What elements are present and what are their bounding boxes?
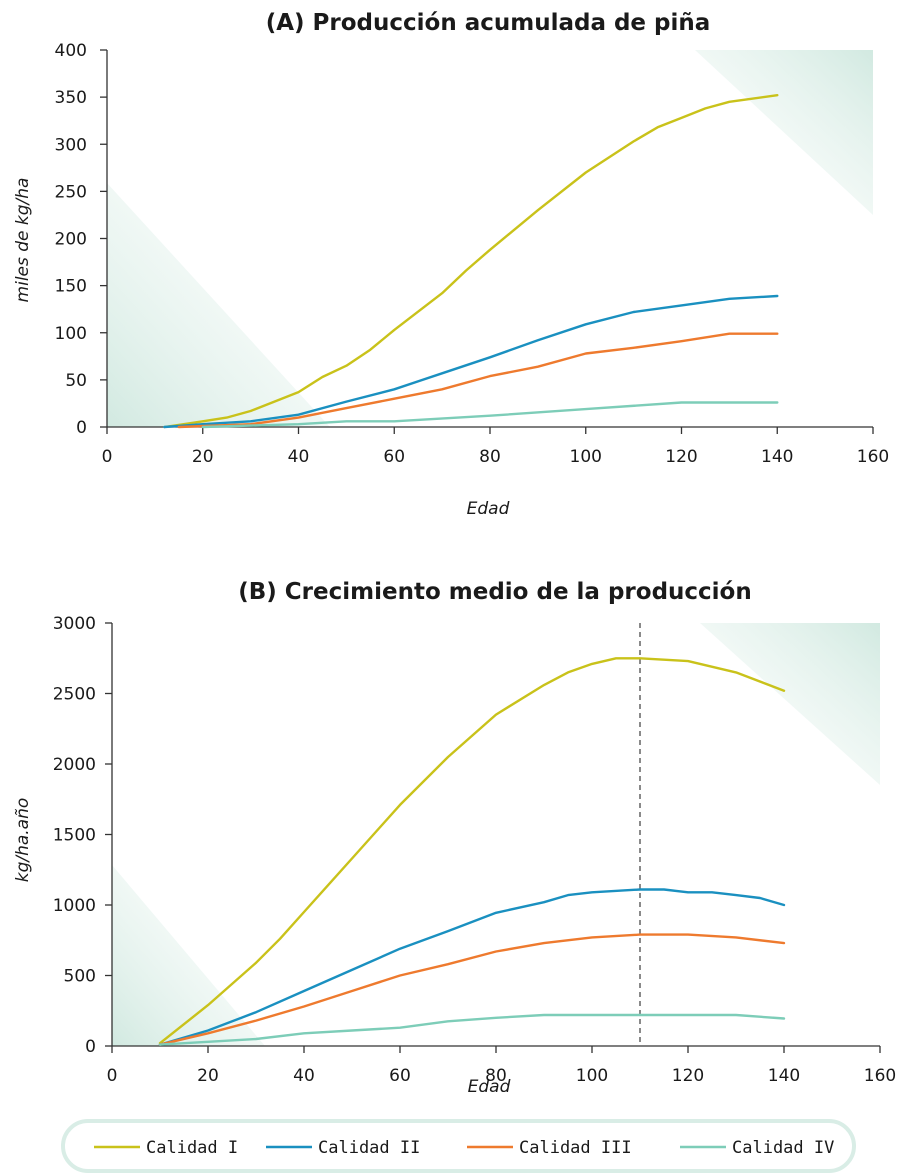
- chart-b: (B) Crecimiento medio de la producción k…: [13, 579, 896, 1097]
- x-tick-label: 40: [288, 447, 310, 467]
- chart-b-title: (B) Crecimiento medio de la producción: [238, 579, 752, 605]
- x-tick-label: 60: [383, 447, 405, 467]
- y-tick-label: 2500: [53, 685, 96, 705]
- chart-a-title: (A) Producción acumulada de piña: [266, 10, 711, 36]
- legend-label: Calidad III: [519, 1138, 632, 1158]
- chart-b-x-axis-label: Edad: [468, 1077, 511, 1097]
- x-tick-label: 160: [857, 447, 889, 467]
- x-tick-label: 40: [293, 1066, 315, 1086]
- decorative-gradient-top-right: [700, 623, 880, 785]
- chart-a-series: [163, 93, 779, 429]
- x-tick-label: 60: [389, 1066, 411, 1086]
- chart-b-axes: 0 500 1000 1500 2000 2500 3000 0 20 40 60 80 100 120 1…: [53, 614, 896, 1086]
- legend-items: Calidad I Calidad II Calidad III Calidad IV: [94, 1138, 834, 1158]
- y-tick-label: 350: [55, 88, 87, 108]
- x-tick-label: 80: [485, 1066, 507, 1086]
- x-tick-label: 120: [665, 447, 697, 467]
- y-tick-label: 500: [64, 967, 96, 987]
- x-tick-label: 160: [864, 1066, 896, 1086]
- decorative-gradient-bottom-left: [112, 865, 265, 1046]
- x-tick-label: 20: [192, 447, 214, 467]
- x-tick-label: 100: [570, 447, 602, 467]
- y-tick-label: 3000: [53, 614, 96, 634]
- series-line-calidad-iii: [158, 933, 786, 1046]
- decorative-gradient-top-right: [695, 50, 873, 215]
- legend-label: Calidad II: [318, 1138, 420, 1158]
- y-tick-label: 150: [55, 277, 87, 297]
- chart-a-axes: 0 50 100 150 200 250 300 350 400 0 20 40 60 80 100 120 1…: [55, 41, 890, 467]
- decorative-gradient-bottom-left: [107, 183, 330, 427]
- series-line-calidad-ii: [163, 294, 779, 429]
- legend-box: [61, 1119, 856, 1173]
- x-tick-label: 0: [107, 1066, 118, 1086]
- series-line-calidad-i: [158, 657, 786, 1045]
- x-tick-label: 120: [672, 1066, 704, 1086]
- legend: Calidad I Calidad II Calidad III Calidad IV: [61, 1119, 856, 1173]
- y-tick-label: 300: [55, 135, 87, 155]
- chart-b-y-axis-label: kg/ha.año: [13, 798, 33, 883]
- chart-a-y-axis-label: miles de kg/ha: [13, 178, 33, 303]
- y-tick-label: 400: [55, 41, 87, 61]
- x-tick-label: 140: [768, 1066, 800, 1086]
- y-tick-label: 100: [55, 324, 87, 344]
- x-tick-label: 0: [102, 447, 113, 467]
- series-line-calidad-i: [163, 93, 779, 429]
- x-tick-label: 100: [576, 1066, 608, 1086]
- x-tick-label: 140: [761, 447, 793, 467]
- series-line-calidad-iv: [158, 1013, 786, 1046]
- legend-label: Calidad IV: [732, 1138, 834, 1158]
- x-tick-label: 80: [479, 447, 501, 467]
- series-line-calidad-ii: [158, 888, 786, 1046]
- y-tick-label: 2000: [53, 755, 96, 775]
- y-tick-label: 0: [85, 1037, 96, 1057]
- y-tick-label: 0: [76, 418, 87, 438]
- legend-label: Calidad I: [146, 1138, 238, 1158]
- chart-a: (A) Producción acumulada de piña miles d…: [13, 10, 889, 519]
- chart-a-x-axis-label: Edad: [467, 499, 510, 519]
- y-tick-label: 200: [55, 230, 87, 250]
- y-tick-label: 50: [65, 371, 87, 391]
- y-tick-label: 1500: [53, 826, 96, 846]
- y-tick-label: 250: [55, 182, 87, 202]
- y-tick-label: 1000: [53, 896, 96, 916]
- series-line-calidad-iv: [201, 401, 779, 429]
- chart-b-series: [158, 657, 786, 1046]
- x-tick-label: 20: [197, 1066, 219, 1086]
- series-line-calidad-iii: [177, 332, 779, 429]
